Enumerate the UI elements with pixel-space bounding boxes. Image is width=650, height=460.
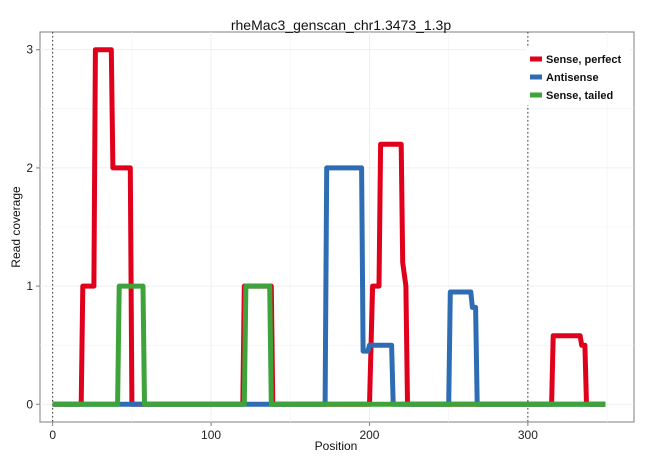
x-tick-label: 100 bbox=[201, 428, 221, 442]
y-tick-label: 1 bbox=[26, 279, 33, 293]
series-line-2 bbox=[52, 283, 606, 407]
y-tick-label: 2 bbox=[26, 161, 33, 175]
series-layer bbox=[52, 47, 606, 407]
legend: Sense, perfect Antisense Sense, tailed bbox=[526, 48, 630, 105]
y-axis-title: Read coverage bbox=[9, 186, 23, 268]
x-axis-title: Position bbox=[315, 439, 358, 453]
legend-label: Sense, perfect bbox=[546, 54, 622, 66]
y-tick-label: 3 bbox=[26, 43, 33, 57]
x-tick-label: 200 bbox=[359, 428, 379, 442]
chart-title: rheMac3_genscan_chr1.3473_1.3p bbox=[231, 17, 451, 33]
x-tick-label: 300 bbox=[518, 428, 538, 442]
x-tick-label: 0 bbox=[49, 428, 56, 442]
y-tick-label: 0 bbox=[26, 397, 33, 411]
legend-label: Antisense bbox=[546, 72, 599, 84]
y-axis: 0 1 2 3 bbox=[26, 43, 40, 411]
x-axis: 0 100 200 300 bbox=[49, 422, 538, 442]
series-line-1 bbox=[52, 165, 606, 407]
legend-label: Sense, tailed bbox=[546, 90, 613, 102]
legend-box bbox=[526, 48, 630, 105]
